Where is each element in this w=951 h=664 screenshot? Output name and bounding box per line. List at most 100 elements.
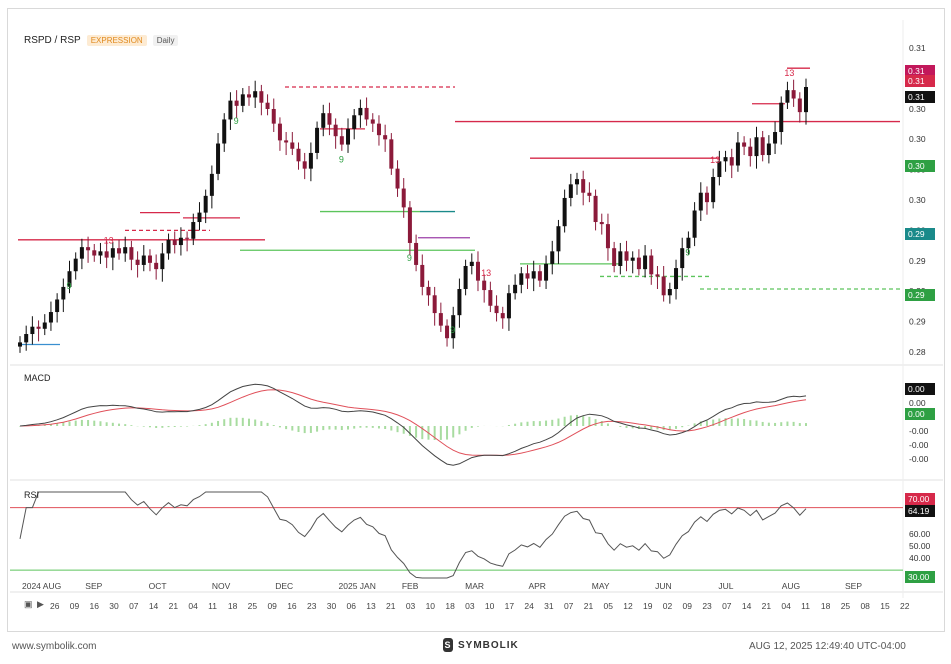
footer-url[interactable]: www.symbolik.com bbox=[12, 641, 97, 652]
candle-body bbox=[339, 136, 344, 145]
price-tick-label: 0.30 bbox=[909, 134, 926, 144]
candle-body bbox=[364, 107, 369, 120]
macd-histogram-bar bbox=[241, 417, 244, 426]
day-tick-label: 04 bbox=[188, 601, 198, 611]
macd-histogram-bar bbox=[62, 422, 65, 426]
rsi-badge: 70.00 bbox=[905, 493, 935, 505]
macd-histogram-bar bbox=[74, 420, 77, 426]
candle-body bbox=[154, 262, 159, 270]
month-tick-label: MAR bbox=[465, 581, 484, 591]
macd-histogram-bar bbox=[223, 419, 226, 426]
candle-body bbox=[797, 98, 802, 113]
macd-histogram-bar bbox=[507, 424, 510, 426]
candle-body bbox=[605, 224, 610, 249]
macd-panel bbox=[19, 383, 807, 466]
macd-histogram-bar bbox=[118, 423, 121, 426]
macd-histogram-bar bbox=[786, 421, 789, 426]
rsi-badge: 30.00 bbox=[905, 571, 935, 583]
candle-body bbox=[370, 119, 375, 124]
macd-histogram-bar bbox=[408, 426, 411, 436]
rsi-tick-label: 60.00 bbox=[909, 529, 931, 539]
day-tick-label: 21 bbox=[386, 601, 396, 611]
candle-body bbox=[531, 271, 536, 279]
price-tick-label: 0.30 bbox=[909, 104, 926, 114]
play-icon[interactable]: ▶ bbox=[37, 599, 44, 609]
candle-body bbox=[30, 326, 35, 335]
candle-body bbox=[457, 289, 462, 316]
candle-body bbox=[519, 273, 524, 285]
macd-histogram-bar bbox=[557, 418, 560, 426]
candle-body bbox=[352, 115, 357, 129]
candle-body bbox=[488, 290, 493, 306]
macd-histogram-bar bbox=[582, 415, 585, 426]
day-tick-label: 10 bbox=[426, 601, 436, 611]
candle-body bbox=[178, 237, 183, 246]
candle-body bbox=[475, 261, 480, 281]
calendar-icon[interactable]: ▣ bbox=[24, 599, 33, 609]
macd-histogram-bar bbox=[142, 426, 145, 427]
candle-body bbox=[147, 255, 152, 263]
footer-timestamp: AUG 12, 2025 12:49:40 UTC-04:00 bbox=[749, 641, 906, 652]
macd-signal-line bbox=[19, 389, 807, 456]
level-lines bbox=[18, 67, 900, 346]
macd-histogram-bar bbox=[303, 426, 306, 434]
day-tick-label: 14 bbox=[149, 601, 159, 611]
macd-histogram-bar bbox=[68, 421, 71, 426]
day-tick-label: 23 bbox=[307, 601, 317, 611]
macd-histogram-bar bbox=[173, 426, 176, 427]
macd-histogram-bar bbox=[130, 425, 133, 426]
macd-histogram-bar bbox=[254, 419, 257, 426]
macd-histogram-bar bbox=[285, 426, 288, 430]
candle-body bbox=[253, 91, 258, 98]
candle-body bbox=[451, 315, 456, 339]
candle-body bbox=[401, 188, 406, 208]
candle-body bbox=[618, 251, 623, 266]
axes: 0.310.310.300.300.300.300.290.290.290.29… bbox=[22, 43, 931, 611]
candle-body bbox=[346, 128, 351, 145]
macd-histogram-bar bbox=[656, 426, 659, 430]
symbolik-logo-icon: S bbox=[443, 638, 453, 652]
macd-histogram-bar bbox=[551, 419, 554, 426]
candle-body bbox=[630, 257, 635, 261]
macd-histogram-bar bbox=[705, 420, 708, 426]
candle-body bbox=[779, 102, 784, 133]
macd-histogram-bar bbox=[761, 421, 764, 426]
candle-body bbox=[216, 143, 221, 174]
candle-body bbox=[686, 237, 691, 249]
td-count-label: 9 bbox=[339, 155, 344, 165]
candle-body bbox=[636, 257, 641, 270]
month-tick-label: 2025 JAN bbox=[339, 581, 376, 591]
day-tick-label: 06 bbox=[347, 601, 357, 611]
interval-tag[interactable]: Daily bbox=[152, 35, 179, 46]
td-count-label: 13 bbox=[784, 68, 794, 78]
candle-body bbox=[73, 258, 78, 272]
macd-histogram-bar bbox=[755, 420, 758, 426]
macd-histogram-bar bbox=[563, 416, 566, 426]
expression-tag[interactable]: EXPRESSION bbox=[86, 35, 147, 46]
macd-histogram-bar bbox=[179, 426, 182, 427]
day-tick-label: 09 bbox=[267, 601, 277, 611]
candle-body bbox=[135, 259, 140, 265]
macd-histogram-bar bbox=[105, 422, 108, 426]
macd-histogram-bar bbox=[365, 426, 368, 428]
macd-histogram-bar bbox=[730, 418, 733, 426]
candle-body bbox=[698, 192, 703, 211]
candle-body bbox=[302, 161, 307, 169]
macd-histogram-bar bbox=[650, 426, 653, 430]
candle-body bbox=[209, 173, 214, 196]
macd-histogram-bar bbox=[371, 426, 374, 428]
candle-body bbox=[773, 132, 778, 144]
price-badge: 0.31 bbox=[905, 75, 935, 87]
month-tick-label: 2024 AUG bbox=[22, 581, 61, 591]
candle-body bbox=[575, 179, 580, 185]
grid-lines bbox=[10, 20, 943, 598]
month-tick-label: OCT bbox=[149, 581, 167, 591]
macd-histogram-bar bbox=[439, 426, 442, 440]
macd-badge: 0.00 bbox=[905, 383, 935, 395]
candle-body bbox=[711, 177, 716, 203]
macd-tick-label: 0.00 bbox=[909, 398, 926, 408]
macd-histogram-bar bbox=[792, 421, 795, 426]
candle-body bbox=[482, 280, 487, 291]
macd-histogram-bar bbox=[260, 421, 263, 426]
